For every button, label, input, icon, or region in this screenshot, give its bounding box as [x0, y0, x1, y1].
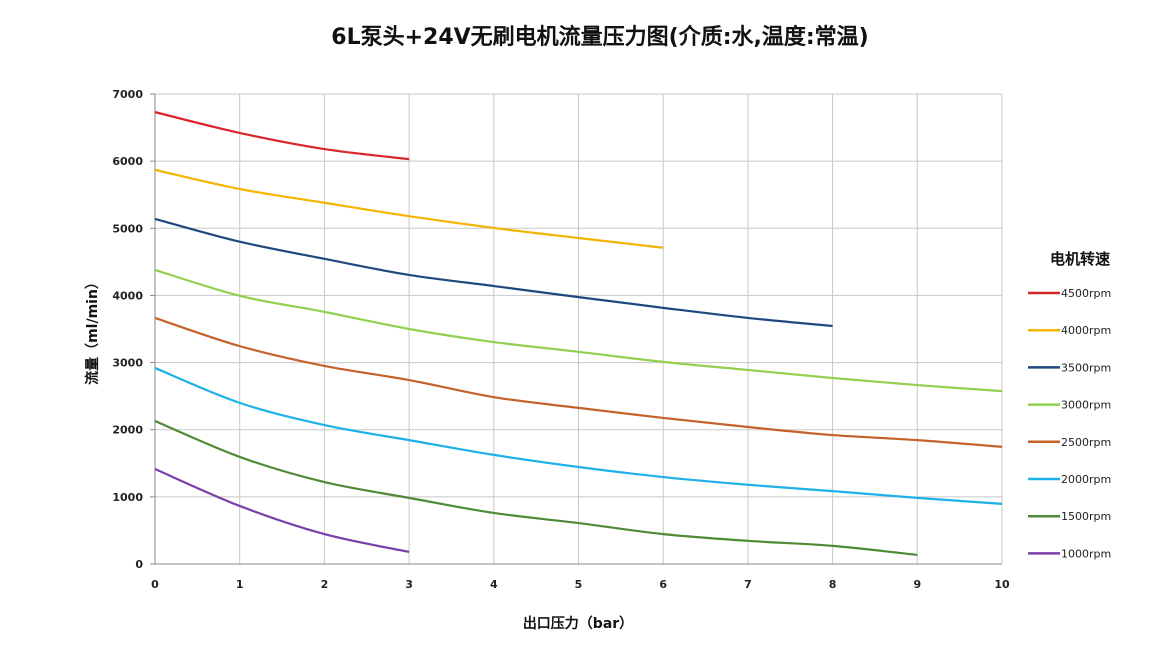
legend-item: 2000rpm — [1028, 473, 1111, 486]
y-tick-label: 3000 — [112, 357, 143, 370]
series-line-3000rpm — [154, 268, 1003, 393]
x-tick-label: 4 — [490, 578, 498, 591]
series-line-4500rpm — [154, 111, 410, 161]
series-lines — [154, 111, 1003, 557]
axes: 0 1 2 3 4 5 6 7 8 9 10 0 1000 2000 3000 4000 5000 6000 700… — [112, 88, 1010, 591]
series-line-2500rpm — [154, 316, 1003, 448]
y-tick-label: 5000 — [112, 222, 143, 235]
legend-label: 2500rpm — [1061, 436, 1111, 449]
chart-title: 6L泵头+24V无刷电机流量压力图(介质:水,温度:常温) — [331, 24, 868, 50]
legend-label: 1000rpm — [1061, 547, 1111, 560]
legend-label: 2000rpm — [1061, 473, 1111, 486]
series-line-4000rpm — [154, 168, 664, 249]
x-tick-label: 9 — [913, 578, 921, 591]
legend-item: 3000rpm — [1028, 399, 1111, 412]
y-tick-label: 7000 — [112, 88, 143, 101]
legend-item: 1000rpm — [1028, 547, 1111, 560]
legend-item: 1500rpm — [1028, 510, 1111, 523]
series-line-1500rpm — [154, 419, 918, 557]
series-line-2000rpm — [154, 366, 1003, 506]
x-tick-label: 6 — [659, 578, 667, 591]
legend-label: 3500rpm — [1061, 361, 1111, 374]
series-line-3500rpm — [154, 217, 833, 328]
x-tick-label: 2 — [321, 578, 329, 591]
legend-title: 电机转速 — [1050, 250, 1110, 268]
series-line-1000rpm — [154, 467, 410, 553]
legend-label: 4500rpm — [1061, 287, 1111, 300]
x-axis-label: 出口压力（bar） — [523, 615, 633, 632]
legend-label: 1500rpm — [1061, 510, 1111, 523]
y-tick-label: 6000 — [112, 155, 143, 168]
x-tick-label: 3 — [405, 578, 413, 591]
legend-item: 2500rpm — [1028, 436, 1111, 449]
legend: 电机转速 4500rpm 4000rpm 3500rpm 3000rpm 2500rpm… — [1028, 250, 1111, 560]
legend-item: 3500rpm — [1028, 361, 1111, 374]
legend-item: 4500rpm — [1028, 287, 1111, 300]
y-tick-label: 1000 — [112, 491, 143, 504]
legend-item: 4000rpm — [1028, 324, 1111, 337]
x-tick-label: 1 — [236, 578, 244, 591]
y-tick-label: 4000 — [112, 289, 143, 302]
x-tick-label: 7 — [744, 578, 752, 591]
x-tick-label: 0 — [151, 578, 159, 591]
y-tick-label: 0 — [135, 558, 143, 571]
x-tick-label: 5 — [575, 578, 583, 591]
legend-label: 4000rpm — [1061, 324, 1111, 337]
x-tick-label: 8 — [829, 578, 837, 591]
legend-label: 3000rpm — [1061, 399, 1111, 412]
x-tick-label: 10 — [994, 578, 1010, 591]
y-axis-label: 流量（ml/min） — [84, 275, 101, 385]
y-tick-label: 2000 — [112, 424, 143, 437]
